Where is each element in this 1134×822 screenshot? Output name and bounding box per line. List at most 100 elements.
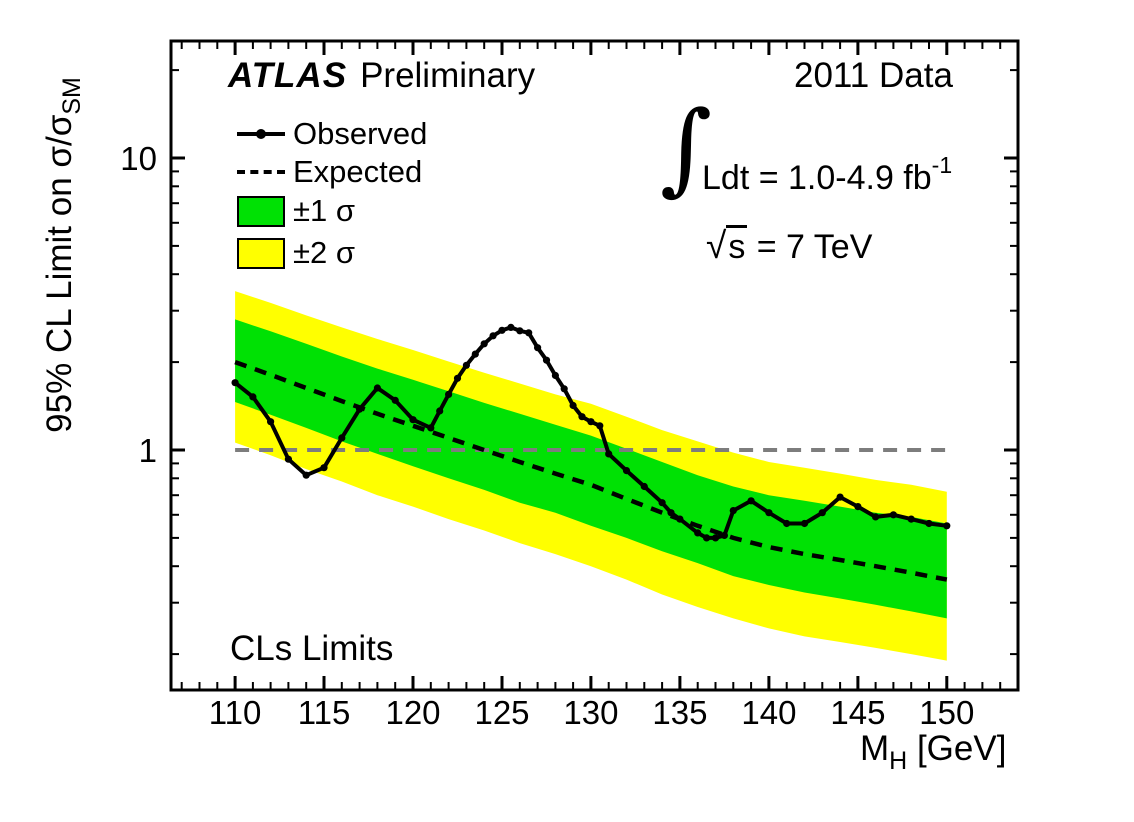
- observed-marker: [622, 467, 631, 475]
- observed-marker: [462, 361, 470, 369]
- observed-marker: [640, 482, 648, 491]
- observed-marker: [818, 509, 826, 517]
- cls-limits-label: CLs Limits: [230, 629, 394, 668]
- legend: Observed Expected ±1 σ ±2 σ: [237, 116, 428, 271]
- observed-marker: [498, 326, 506, 334]
- observed-marker: [427, 424, 435, 432]
- plot-header: ATLAS Preliminary: [228, 56, 535, 96]
- observed-marker: [560, 385, 568, 393]
- x-tick-label: 140: [741, 694, 796, 731]
- legend-item-two-sigma: ±2 σ: [237, 235, 427, 271]
- observed-marker: [703, 534, 711, 542]
- observed-marker: [356, 405, 364, 413]
- x-tick-label: 115: [298, 694, 351, 731]
- integral-icon: ∫: [660, 89, 713, 206]
- observed-marker: [907, 515, 915, 523]
- observed-marker: [747, 497, 755, 505]
- x-axis-title-sub: H: [889, 747, 908, 775]
- sqrt-icon: √: [706, 225, 727, 266]
- legend-two-sigma-label: ±2 σ: [293, 235, 355, 270]
- observed-marker: [267, 418, 275, 426]
- observed-marker: [489, 332, 497, 340]
- x-tick-label: 135: [652, 694, 707, 731]
- observed-marker: [943, 522, 951, 530]
- observed-marker: [525, 329, 533, 337]
- observed-marker: [694, 529, 702, 537]
- observed-marker: [720, 531, 729, 540]
- observed-marker: [302, 471, 310, 479]
- data-year-label: 2011 Data: [794, 56, 953, 95]
- energy-label: √s = 7 TeV: [706, 225, 872, 267]
- legend-observed-label: Observed: [293, 116, 428, 151]
- observed-marker: [889, 511, 898, 519]
- observed-marker: [658, 499, 666, 507]
- observed-marker: [711, 534, 720, 542]
- x-tick-label: 150: [919, 694, 974, 731]
- observed-marker: [542, 356, 551, 364]
- expected-dash-swatch: [237, 170, 285, 174]
- legend-item-observed: Observed: [237, 116, 428, 151]
- observed-marker: [409, 416, 417, 424]
- x-axis-title: MH [GeV]: [860, 729, 1006, 776]
- energy-value: = 7 TeV: [747, 228, 873, 266]
- observed-marker: [667, 509, 675, 517]
- marker-dot-icon: [256, 129, 266, 139]
- sqrt-argument: s: [726, 225, 748, 266]
- observed-marker: [373, 384, 381, 392]
- observed-marker: [587, 418, 595, 426]
- y-tick-label: 1: [139, 432, 157, 469]
- observed-marker: [445, 390, 453, 398]
- two-sigma-swatch: [237, 237, 285, 269]
- one-sigma-swatch: [237, 195, 285, 227]
- observed-marker: [391, 396, 399, 404]
- observed-marker: [516, 327, 524, 335]
- observed-marker: [507, 323, 515, 331]
- observed-marker: [338, 434, 346, 442]
- one-sigma-band: [235, 319, 947, 619]
- luminosity-label: Ldt = 1.0-4.9 fb-1: [702, 152, 952, 198]
- x-tick-label: 145: [830, 694, 885, 731]
- legend-expected-label: Expected: [293, 154, 423, 189]
- luminosity-text: Ldt = 1.0-4.9 fb: [702, 159, 932, 197]
- y-axis-title: 95% CL Limit on σ/σSM: [40, 35, 86, 475]
- y-axis-title-main: 95% CL Limit on σ/σ: [40, 114, 79, 433]
- observed-line-swatch: [237, 129, 285, 139]
- observed-marker: [569, 401, 577, 410]
- atlas-label: ATLAS: [228, 56, 348, 95]
- x-tick-label: 125: [474, 694, 529, 731]
- observed-marker: [453, 374, 462, 382]
- y-axis-title-sub: SM: [58, 77, 86, 115]
- x-tick-label: 110: [209, 694, 262, 731]
- observed-marker: [249, 393, 257, 401]
- observed-marker: [320, 464, 328, 472]
- observed-marker: [436, 407, 444, 415]
- observed-marker: [836, 493, 844, 501]
- observed-marker: [854, 503, 862, 511]
- observed-marker: [765, 509, 773, 517]
- observed-marker: [231, 379, 239, 387]
- x-axis-title-unit: [GeV]: [907, 729, 1007, 768]
- preliminary-label: Preliminary: [360, 56, 536, 95]
- observed-marker: [783, 519, 791, 528]
- observed-marker: [596, 422, 604, 430]
- legend-item-one-sigma: ±1 σ: [237, 193, 427, 229]
- y-tick-label: 10: [120, 140, 157, 177]
- plot-frame: [169, 39, 1020, 692]
- expected-limit-curve: [234, 359, 948, 582]
- observed-marker: [480, 340, 488, 348]
- observed-marker: [605, 450, 613, 458]
- observed-marker: [925, 519, 933, 528]
- x-tick-label: 130: [563, 694, 618, 731]
- legend-one-sigma-label: ±1 σ: [293, 193, 355, 228]
- luminosity-exponent: -1: [931, 152, 953, 178]
- observed-marker: [284, 455, 292, 463]
- observed-marker: [729, 507, 737, 515]
- observed-marker: [800, 519, 809, 528]
- observed-marker: [578, 413, 586, 421]
- observed-marker: [676, 515, 684, 523]
- observed-marker: [551, 371, 560, 380]
- x-axis-title-main: M: [860, 729, 890, 768]
- x-tick-label: 120: [385, 694, 440, 731]
